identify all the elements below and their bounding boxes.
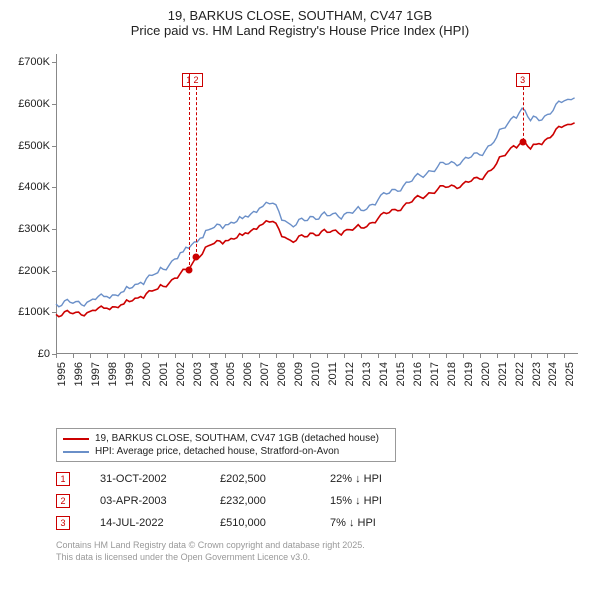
x-tick-label: 2002 <box>175 362 187 392</box>
sale-marker-box: 2 <box>189 73 203 87</box>
sales-row: 3 14-JUL-2022 £510,000 7% ↓ HPI <box>56 512 588 534</box>
sales-row-price: £202,500 <box>220 473 300 485</box>
x-tick-label: 2023 <box>531 362 543 392</box>
x-tick-label: 2018 <box>446 362 458 392</box>
sales-row-date: 31-OCT-2002 <box>100 473 190 485</box>
x-tick-label: 2017 <box>429 362 441 392</box>
x-tick-label: 2004 <box>209 362 221 392</box>
sale-vline <box>523 87 524 141</box>
x-tick-label: 2015 <box>395 362 407 392</box>
sale-dot <box>192 254 199 261</box>
x-tick-label: 2009 <box>293 362 305 392</box>
x-tick-label: 1998 <box>107 362 119 392</box>
chart-container: 19, BARKUS CLOSE, SOUTHAM, CV47 1GB Pric… <box>0 0 600 571</box>
x-tick-label: 2025 <box>564 362 576 392</box>
x-tick-label: 2024 <box>547 362 559 392</box>
footer-line-2: This data is licensed under the Open Gov… <box>56 552 588 564</box>
legend: 19, BARKUS CLOSE, SOUTHAM, CV47 1GB (det… <box>56 428 396 462</box>
x-tick-label: 2020 <box>480 362 492 392</box>
x-tick-label: 2014 <box>378 362 390 392</box>
legend-swatch <box>63 438 89 440</box>
legend-item: HPI: Average price, detached house, Stra… <box>63 445 389 458</box>
sales-row-price: £232,000 <box>220 495 300 507</box>
x-tick-label: 2008 <box>276 362 288 392</box>
x-tick-label: 2003 <box>192 362 204 392</box>
x-tick-label: 2019 <box>463 362 475 392</box>
x-tick-label: 2005 <box>225 362 237 392</box>
x-tick-label: 1996 <box>73 362 85 392</box>
sales-row-marker: 1 <box>56 472 70 486</box>
footer-line-1: Contains HM Land Registry data © Crown c… <box>56 540 588 552</box>
x-tick-label: 2016 <box>412 362 424 392</box>
sale-marker-box: 3 <box>516 73 530 87</box>
x-tick-label: 2012 <box>344 362 356 392</box>
sales-row: 2 03-APR-2003 £232,000 15% ↓ HPI <box>56 490 588 512</box>
x-tick-label: 1999 <box>124 362 136 392</box>
sales-table: 1 31-OCT-2002 £202,500 22% ↓ HPI 2 03-APR-200… <box>56 468 588 534</box>
footer: Contains HM Land Registry data © Crown c… <box>56 540 588 563</box>
sales-row-pct: 22% ↓ HPI <box>330 473 420 485</box>
x-tick-label: 2001 <box>158 362 170 392</box>
series-hpi <box>56 98 575 307</box>
x-tick-label: 2010 <box>310 362 322 392</box>
sales-row-date: 03-APR-2003 <box>100 495 190 507</box>
sale-vline <box>189 87 190 269</box>
chart-area: £0£100K£200K£300K£400K£500K£600K£700K199… <box>12 42 588 422</box>
sales-row-marker: 3 <box>56 516 70 530</box>
legend-item: 19, BARKUS CLOSE, SOUTHAM, CV47 1GB (det… <box>63 432 389 445</box>
title-line-2: Price paid vs. HM Land Registry's House … <box>12 23 588 38</box>
title-line-1: 19, BARKUS CLOSE, SOUTHAM, CV47 1GB <box>12 8 588 23</box>
x-tick-label: 2013 <box>361 362 373 392</box>
sale-dot <box>185 266 192 273</box>
x-tick-label: 1997 <box>90 362 102 392</box>
sale-vline <box>196 87 197 257</box>
legend-label: HPI: Average price, detached house, Stra… <box>95 446 339 457</box>
legend-label: 19, BARKUS CLOSE, SOUTHAM, CV47 1GB (det… <box>95 433 379 444</box>
x-tick-label: 2000 <box>141 362 153 392</box>
x-tick-label: 2022 <box>514 362 526 392</box>
x-tick-label: 2006 <box>242 362 254 392</box>
x-tick-label: 2021 <box>497 362 509 392</box>
sales-row-price: £510,000 <box>220 517 300 529</box>
title-block: 19, BARKUS CLOSE, SOUTHAM, CV47 1GB Pric… <box>12 8 588 38</box>
chart-svg <box>12 42 588 364</box>
legend-swatch <box>63 451 89 453</box>
sale-dot <box>519 138 526 145</box>
sales-row-pct: 15% ↓ HPI <box>330 495 420 507</box>
x-tick-label: 2011 <box>327 362 339 392</box>
sales-row-date: 14-JUL-2022 <box>100 517 190 529</box>
sales-row: 1 31-OCT-2002 £202,500 22% ↓ HPI <box>56 468 588 490</box>
sales-row-marker: 2 <box>56 494 70 508</box>
x-tick-label: 1995 <box>56 362 68 392</box>
sales-row-pct: 7% ↓ HPI <box>330 517 420 529</box>
x-tick-label: 2007 <box>259 362 271 392</box>
